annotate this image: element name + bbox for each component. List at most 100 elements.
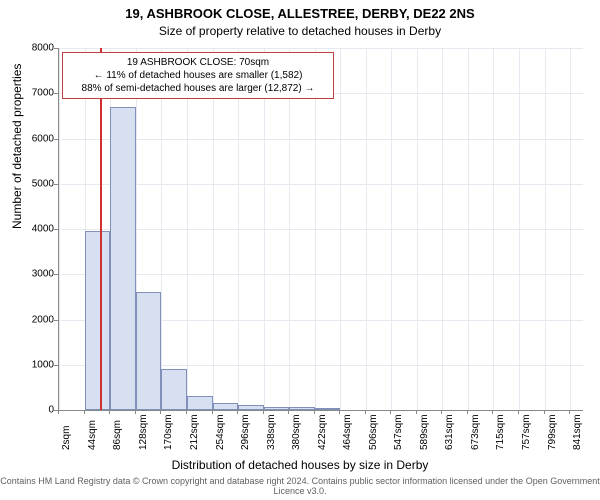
gridline-v	[59, 48, 60, 410]
gridline-v	[340, 48, 341, 410]
x-tick	[288, 410, 289, 414]
y-tick	[54, 320, 58, 321]
gridline-v	[213, 48, 214, 410]
y-tick-label: 1000	[10, 359, 54, 370]
x-tick	[416, 410, 417, 414]
y-tick	[54, 229, 58, 230]
y-tick-label: 3000	[10, 269, 54, 280]
histogram-bar	[213, 403, 239, 410]
annotation-box: 19 ASHBROOK CLOSE: 70sqm← 11% of detache…	[62, 52, 334, 99]
y-tick	[54, 139, 58, 140]
gridline-v	[417, 48, 418, 410]
histogram-bar	[161, 369, 187, 410]
gridline-v	[315, 48, 316, 410]
y-tick	[54, 365, 58, 366]
plot-area	[58, 48, 583, 411]
gridline-v	[366, 48, 367, 410]
y-tick-label: 7000	[10, 88, 54, 99]
histogram-bar	[315, 408, 341, 410]
chart-title-main: 19, ASHBROOK CLOSE, ALLESTREE, DERBY, DE…	[0, 6, 600, 21]
gridline-h	[59, 48, 583, 49]
x-tick	[467, 410, 468, 414]
x-tick	[263, 410, 264, 414]
x-tick	[314, 410, 315, 414]
x-tick	[84, 410, 85, 414]
x-tick	[339, 410, 340, 414]
y-tick-label: 4000	[10, 224, 54, 235]
gridline-v	[519, 48, 520, 410]
chart-title-sub: Size of property relative to detached ho…	[0, 24, 600, 38]
y-tick	[54, 274, 58, 275]
x-tick	[135, 410, 136, 414]
gridline-h	[59, 274, 583, 275]
gridline-v	[264, 48, 265, 410]
x-tick-label: 44sqm	[87, 420, 98, 450]
x-tick-label: 2sqm	[61, 426, 72, 450]
x-tick	[58, 410, 59, 414]
x-tick-label: 589sqm	[419, 414, 430, 450]
annotation-line: ← 11% of detached houses are smaller (1,…	[69, 69, 327, 82]
x-tick	[109, 410, 110, 414]
histogram-bar	[238, 405, 264, 410]
x-tick-label: 715sqm	[495, 414, 506, 450]
x-tick	[390, 410, 391, 414]
x-tick-label: 757sqm	[521, 414, 532, 450]
x-axis-label: Distribution of detached houses by size …	[0, 458, 600, 472]
x-tick-label: 631sqm	[444, 414, 455, 450]
x-tick-label: 338sqm	[266, 414, 277, 450]
x-tick	[365, 410, 366, 414]
footer-text: Contains HM Land Registry data © Crown c…	[0, 476, 600, 496]
histogram-bar	[136, 292, 162, 410]
x-tick-label: 128sqm	[138, 414, 149, 450]
gridline-v	[289, 48, 290, 410]
gridline-v	[442, 48, 443, 410]
x-tick	[237, 410, 238, 414]
gridline-v	[468, 48, 469, 410]
annotation-line: 19 ASHBROOK CLOSE: 70sqm	[69, 56, 327, 69]
x-tick-label: 254sqm	[215, 414, 226, 450]
gridline-v	[391, 48, 392, 410]
x-tick-label: 296sqm	[240, 414, 251, 450]
gridline-h	[59, 184, 583, 185]
histogram-bar	[110, 107, 136, 410]
y-tick	[54, 93, 58, 94]
y-tick-label: 0	[10, 405, 54, 416]
x-tick-label: 799sqm	[547, 414, 558, 450]
gridline-v	[545, 48, 546, 410]
x-tick	[160, 410, 161, 414]
x-tick-label: 86sqm	[112, 420, 123, 450]
histogram-bar	[85, 231, 111, 410]
x-tick-label: 673sqm	[470, 414, 481, 450]
x-tick-label: 170sqm	[163, 414, 174, 450]
chart-container: 19, ASHBROOK CLOSE, ALLESTREE, DERBY, DE…	[0, 0, 600, 500]
property-marker-line	[100, 48, 102, 410]
y-tick-label: 2000	[10, 314, 54, 325]
x-tick-label: 547sqm	[393, 414, 404, 450]
histogram-bar	[264, 407, 290, 410]
x-tick-label: 464sqm	[342, 414, 353, 450]
gridline-v	[570, 48, 571, 410]
gridline-v	[493, 48, 494, 410]
x-tick-label: 506sqm	[368, 414, 379, 450]
x-tick	[518, 410, 519, 414]
histogram-bar	[187, 396, 213, 410]
gridline-v	[238, 48, 239, 410]
x-tick	[569, 410, 570, 414]
x-tick-label: 212sqm	[189, 414, 200, 450]
x-tick-label: 422sqm	[317, 414, 328, 450]
x-tick	[544, 410, 545, 414]
x-tick-label: 841sqm	[572, 414, 583, 450]
gridline-h	[59, 139, 583, 140]
y-tick	[54, 184, 58, 185]
y-tick-label: 5000	[10, 178, 54, 189]
gridline-v	[161, 48, 162, 410]
y-tick-label: 8000	[10, 43, 54, 54]
annotation-line: 88% of semi-detached houses are larger (…	[69, 82, 327, 95]
y-tick-label: 6000	[10, 133, 54, 144]
histogram-bar	[289, 407, 315, 410]
x-tick	[212, 410, 213, 414]
gridline-v	[187, 48, 188, 410]
x-tick-label: 380sqm	[291, 414, 302, 450]
x-tick	[441, 410, 442, 414]
x-tick	[492, 410, 493, 414]
